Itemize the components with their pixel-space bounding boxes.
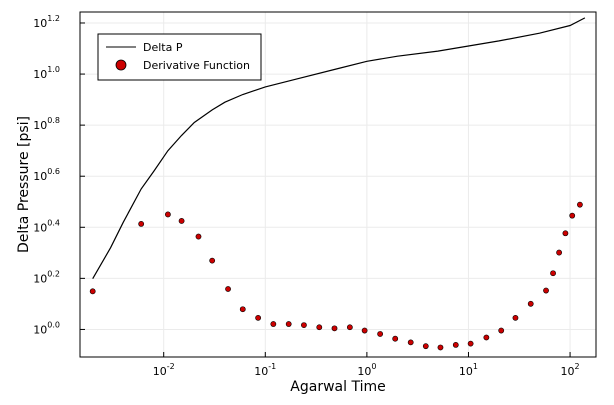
legend-box	[97, 33, 262, 81]
x-tick-label: 10-1	[254, 362, 276, 378]
y-tick-label: 100.0	[33, 320, 60, 336]
derivative-point	[361, 327, 368, 334]
legend-marker-swatch	[115, 59, 127, 71]
derivative-point	[452, 341, 459, 348]
y-tick-label: 100.4	[33, 218, 60, 234]
derivative-point	[209, 257, 216, 264]
derivative-point	[527, 300, 534, 307]
derivative-point	[331, 325, 338, 332]
derivative-point	[270, 321, 277, 327]
derivative-point	[407, 339, 414, 346]
derivative-point	[483, 334, 490, 341]
x-axis-label: Agarwal Time	[290, 379, 385, 395]
legend-label-derivative-function: Derivative Function	[143, 59, 250, 72]
series-layer	[89, 17, 586, 351]
y-tick-label: 101.2	[33, 14, 60, 30]
y-axis-label: Delta Pressure [psi]	[16, 116, 32, 253]
derivative-point	[301, 322, 307, 328]
derivative-point	[569, 212, 576, 219]
derivative-point	[285, 321, 292, 327]
derivative-point	[225, 286, 231, 292]
derivative-point	[346, 324, 353, 331]
y-tick-label: 100.8	[33, 116, 60, 132]
legend-label-delta-p: Delta P	[143, 41, 183, 54]
derivative-point	[165, 211, 171, 218]
derivative-point	[543, 287, 549, 294]
legend: Delta P Derivative Function	[97, 33, 262, 81]
derivative-point	[316, 324, 323, 331]
x-tick-label: 10-2	[153, 362, 175, 378]
derivative-point	[178, 218, 185, 224]
derivative-point	[556, 249, 563, 256]
y-tick-label: 100.6	[33, 167, 60, 183]
derivative-point	[255, 314, 262, 321]
derivative-point	[550, 270, 556, 277]
derivative-point	[467, 340, 474, 347]
derivative-point	[512, 314, 519, 321]
derivative-point	[377, 331, 384, 337]
derivative-point	[498, 327, 505, 334]
x-tick-label: 101	[459, 362, 478, 378]
plot-frame	[79, 11, 597, 358]
x-tick-label: 100	[357, 362, 376, 378]
derivative-point	[437, 344, 444, 351]
derivative-point	[422, 343, 429, 350]
x-tick-label: 102	[561, 362, 580, 378]
y-tick-label: 101.0	[33, 65, 60, 81]
derivative-point	[239, 306, 246, 313]
derivative-point	[195, 233, 202, 240]
delta-p-line	[92, 17, 586, 280]
derivative-point	[89, 288, 96, 295]
derivative-point	[577, 201, 583, 208]
y-tick-label: 100.2	[33, 269, 60, 285]
y-axis-ticks: 100.0 100.2 100.4 100.6 100.8 101.0 101.2	[33, 14, 85, 336]
derivative-point	[138, 220, 145, 227]
x-axis-ticks: 10-2 10-1 100 101 102	[153, 352, 580, 378]
derivative-point	[392, 335, 399, 342]
derivative-point	[562, 230, 569, 237]
